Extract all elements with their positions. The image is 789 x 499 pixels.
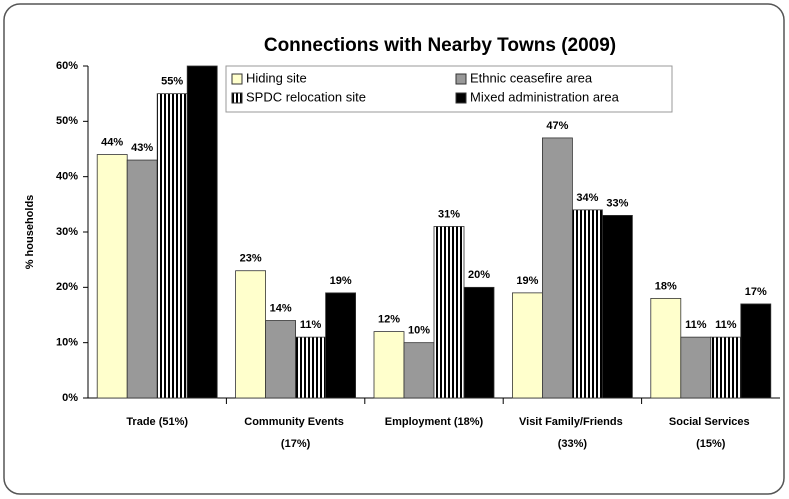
y-tick-label: 0% — [62, 392, 78, 404]
x-tick-label: Visit Family/Friends (33%) — [519, 416, 626, 450]
x-tick-line: Employment (18%) — [385, 416, 484, 428]
y-tick-label: 10% — [56, 337, 78, 349]
bar — [512, 292, 543, 399]
legend-swatch — [455, 92, 467, 104]
bar — [96, 154, 128, 399]
value-label: 47% — [546, 120, 568, 132]
value-label: 17% — [745, 286, 767, 298]
bar — [740, 303, 772, 399]
value-label: 19% — [516, 275, 538, 287]
bar — [373, 331, 405, 399]
value-label: 19% — [330, 275, 352, 287]
y-axis-label: % households — [24, 195, 36, 270]
bar — [463, 286, 495, 399]
bar — [156, 93, 188, 399]
bar — [295, 336, 327, 399]
bar — [542, 137, 573, 399]
x-tick-label: Social Services (15%) — [669, 416, 753, 450]
x-tick-line: Social Services — [669, 416, 753, 428]
legend-label: Hiding site — [246, 70, 307, 85]
bar — [680, 336, 712, 399]
x-tick-label: Employment (18%) — [385, 416, 484, 428]
bar — [403, 342, 435, 399]
bar — [235, 270, 267, 399]
chart-title: Connections with Nearby Towns (2009) — [264, 35, 616, 56]
bar — [650, 297, 682, 399]
legend-swatch — [455, 73, 467, 85]
y-tick-label: 20% — [56, 281, 78, 293]
x-tick-line: (33%) — [558, 438, 588, 450]
legend-swatch — [231, 92, 243, 104]
x-tick-line: (15%) — [696, 438, 726, 450]
x-tick-line: Visit Family/Friends — [519, 416, 626, 428]
x-tick-label: Community Events (17%) — [244, 416, 347, 450]
bar — [433, 226, 465, 399]
value-label: 11% — [685, 319, 707, 331]
bar — [710, 336, 742, 399]
legend-swatch — [231, 73, 243, 85]
x-tick-line: (17%) — [281, 438, 311, 450]
y-tick-label: 40% — [56, 171, 78, 183]
value-label: 14% — [270, 302, 292, 314]
legend-label: Ethnic ceasefire area — [470, 70, 593, 85]
bar — [126, 159, 158, 399]
value-label: 31% — [438, 208, 460, 220]
value-label: 55% — [161, 76, 183, 88]
legend-label: SPDC relocation site — [246, 89, 366, 104]
bar — [572, 209, 603, 399]
value-label: 23% — [240, 253, 262, 265]
bar — [325, 292, 357, 399]
value-label: 34% — [576, 192, 598, 204]
x-tick-line: Community Events — [244, 416, 347, 428]
y-tick-label: 50% — [56, 115, 78, 127]
bar — [265, 320, 297, 399]
x-tick-label: Trade (51%) — [126, 416, 188, 428]
value-label: 11% — [715, 319, 737, 331]
y-tick-label: 60% — [56, 60, 78, 72]
value-label: 12% — [378, 314, 400, 326]
value-label: 60% — [191, 70, 213, 82]
legend-box — [225, 65, 673, 113]
value-label: 11% — [300, 319, 322, 331]
y-tick-label: 30% — [56, 226, 78, 238]
value-label: 10% — [408, 325, 430, 337]
legend-label: Mixed administration area — [470, 89, 620, 104]
value-label: 33% — [606, 197, 628, 209]
x-tick-line: Trade (51%) — [126, 416, 188, 428]
bar — [186, 65, 218, 399]
value-label: 44% — [101, 136, 123, 148]
value-label: 18% — [655, 280, 677, 292]
bar — [602, 214, 633, 399]
value-label: 43% — [131, 142, 153, 154]
value-label: 20% — [468, 269, 490, 281]
